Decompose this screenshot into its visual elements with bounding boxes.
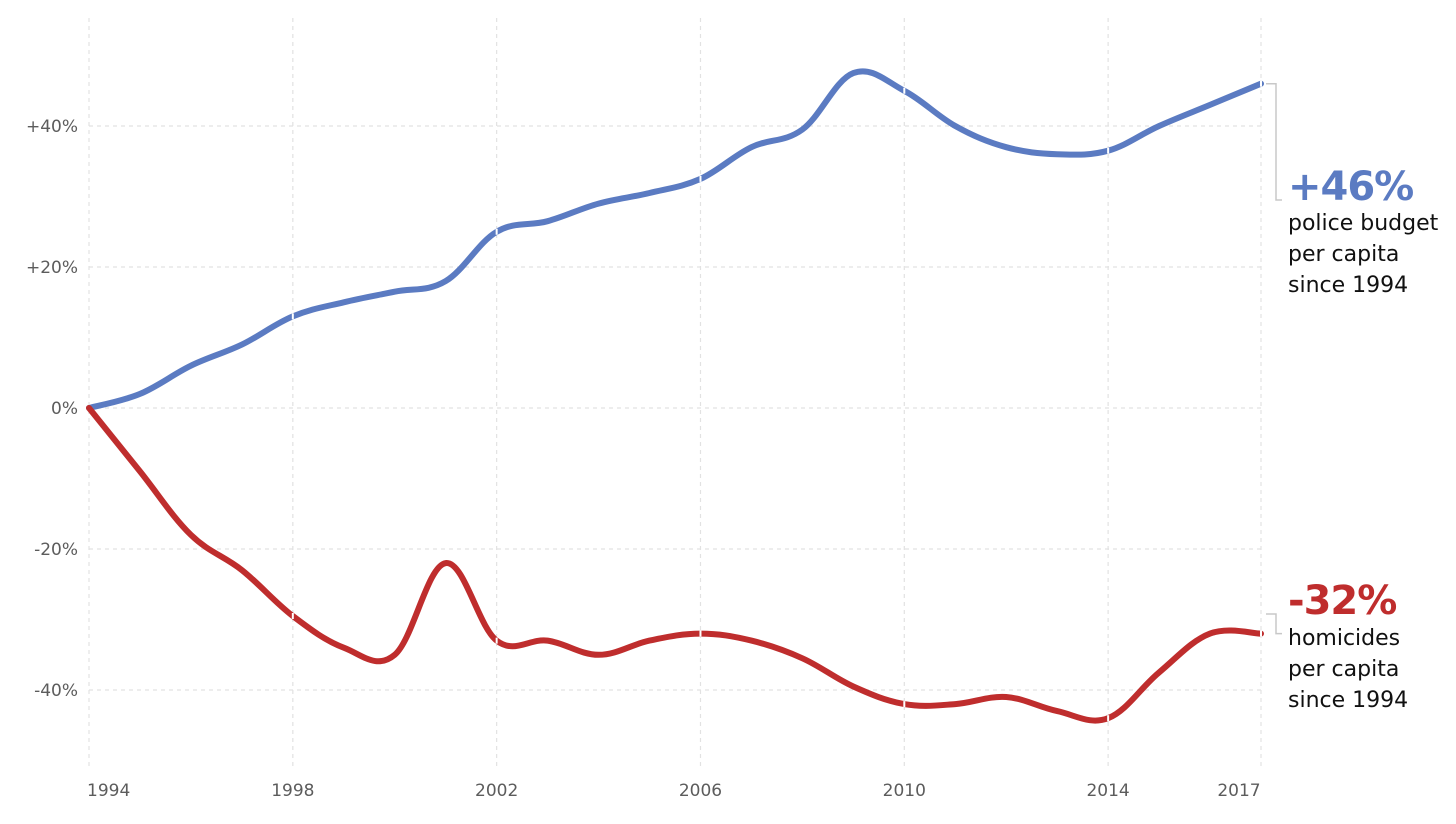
callout-bracket bbox=[1266, 613, 1282, 635]
x-tick-label: 2002 bbox=[475, 781, 518, 801]
x-tick-label: 2006 bbox=[679, 781, 722, 801]
series-lines bbox=[86, 68, 1264, 724]
series-line-0 bbox=[86, 68, 1264, 411]
callout-value: +46% bbox=[1288, 164, 1413, 210]
x-tick-label: 2014 bbox=[1086, 781, 1129, 801]
grid bbox=[88, 18, 1262, 768]
callout-value: -32% bbox=[1288, 578, 1396, 624]
axis-ticks: +40% +20% 0% -20% -40% 1994 1998 2002 2006 2010 20… bbox=[26, 117, 1261, 801]
y-tick-label: -20% bbox=[34, 540, 78, 560]
callout-text-line: per capita bbox=[1288, 242, 1399, 267]
y-tick-label: -40% bbox=[34, 681, 78, 701]
callouts: +46%police budget per capita since 1994 -32… bbox=[1266, 82, 1439, 713]
x-tick-label: 2017 bbox=[1217, 781, 1260, 801]
callout-text-line: police budget bbox=[1288, 211, 1439, 236]
callout-text-line: per capita bbox=[1288, 657, 1399, 682]
x-tick-label: 1994 bbox=[87, 781, 130, 801]
callout-text-line: homicides bbox=[1288, 626, 1400, 651]
y-tick-label: +40% bbox=[26, 117, 78, 137]
y-tick-label: +20% bbox=[26, 258, 78, 278]
x-tick-label: 2010 bbox=[883, 781, 926, 801]
callout-text-line: since 1994 bbox=[1288, 688, 1408, 713]
x-tick-label: 1998 bbox=[271, 781, 314, 801]
series-line-1 bbox=[86, 405, 1264, 724]
callout-bracket bbox=[1266, 82, 1282, 201]
callout-text-line: since 1994 bbox=[1288, 273, 1408, 298]
y-tick-label: 0% bbox=[51, 399, 78, 419]
